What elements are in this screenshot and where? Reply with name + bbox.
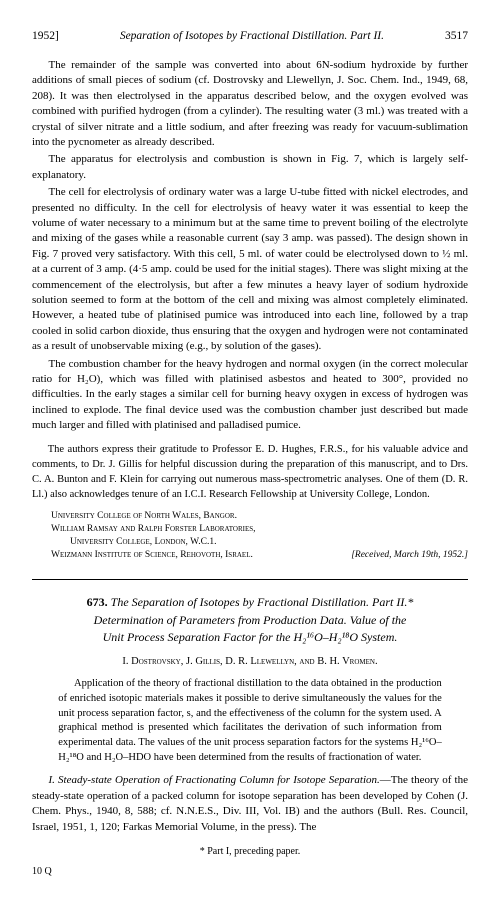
body-paragraph: The combustion chamber for the heavy hyd… bbox=[32, 357, 468, 434]
authors: I. Dostrovsky, J. Gillis, D. R. Llewelly… bbox=[32, 655, 468, 670]
section-paragraph: I. Steady-state Operation of Fractionati… bbox=[32, 773, 468, 835]
header-title: Separation of Isotopes by Fractional Dis… bbox=[120, 28, 384, 44]
article-number: 673. bbox=[87, 595, 108, 609]
article-title-line: The Separation of Isotopes by Fractional… bbox=[111, 595, 414, 609]
received-date: [Received, March 19th, 1952.] bbox=[351, 549, 468, 562]
header-year: 1952] bbox=[32, 28, 59, 44]
article-title: 673. The Separation of Isotopes by Fract… bbox=[32, 594, 468, 646]
divider bbox=[32, 579, 468, 580]
article-title-line: Determination of Parameters from Product… bbox=[94, 613, 407, 627]
affiliation-line: University College of North Wales, Bango… bbox=[51, 510, 468, 523]
signature-mark: 10 Q bbox=[32, 865, 468, 879]
header-page-number: 3517 bbox=[445, 28, 468, 44]
affiliation-line: Weizmann Institute of Science, Rehovoth,… bbox=[51, 549, 253, 562]
article-title-line: Unit Process Separation Factor for the H… bbox=[103, 630, 398, 644]
abstract: Application of the theory of fractional … bbox=[32, 677, 468, 765]
affiliation-line: William Ramsay and Ralph Forster Laborat… bbox=[51, 523, 468, 536]
footnote: * Part I, preceding paper. bbox=[32, 845, 468, 859]
body-paragraph: The apparatus for electrolysis and combu… bbox=[32, 152, 468, 183]
body-paragraph: The cell for electrolysis of ordinary wa… bbox=[32, 185, 468, 354]
abstract-paragraph: Application of the theory of fractional … bbox=[58, 677, 442, 765]
body-paragraph: The remainder of the sample was converte… bbox=[32, 58, 468, 150]
affiliations: University College of North Wales, Bango… bbox=[32, 510, 468, 561]
affiliation-line: University College, London, W.C.1. bbox=[51, 536, 468, 549]
acknowledgements: The authors express their gratitude to P… bbox=[32, 443, 468, 502]
running-header: 1952] Separation of Isotopes by Fraction… bbox=[32, 28, 468, 44]
section-heading: I. Steady-state Operation of Fractionati… bbox=[49, 774, 380, 786]
